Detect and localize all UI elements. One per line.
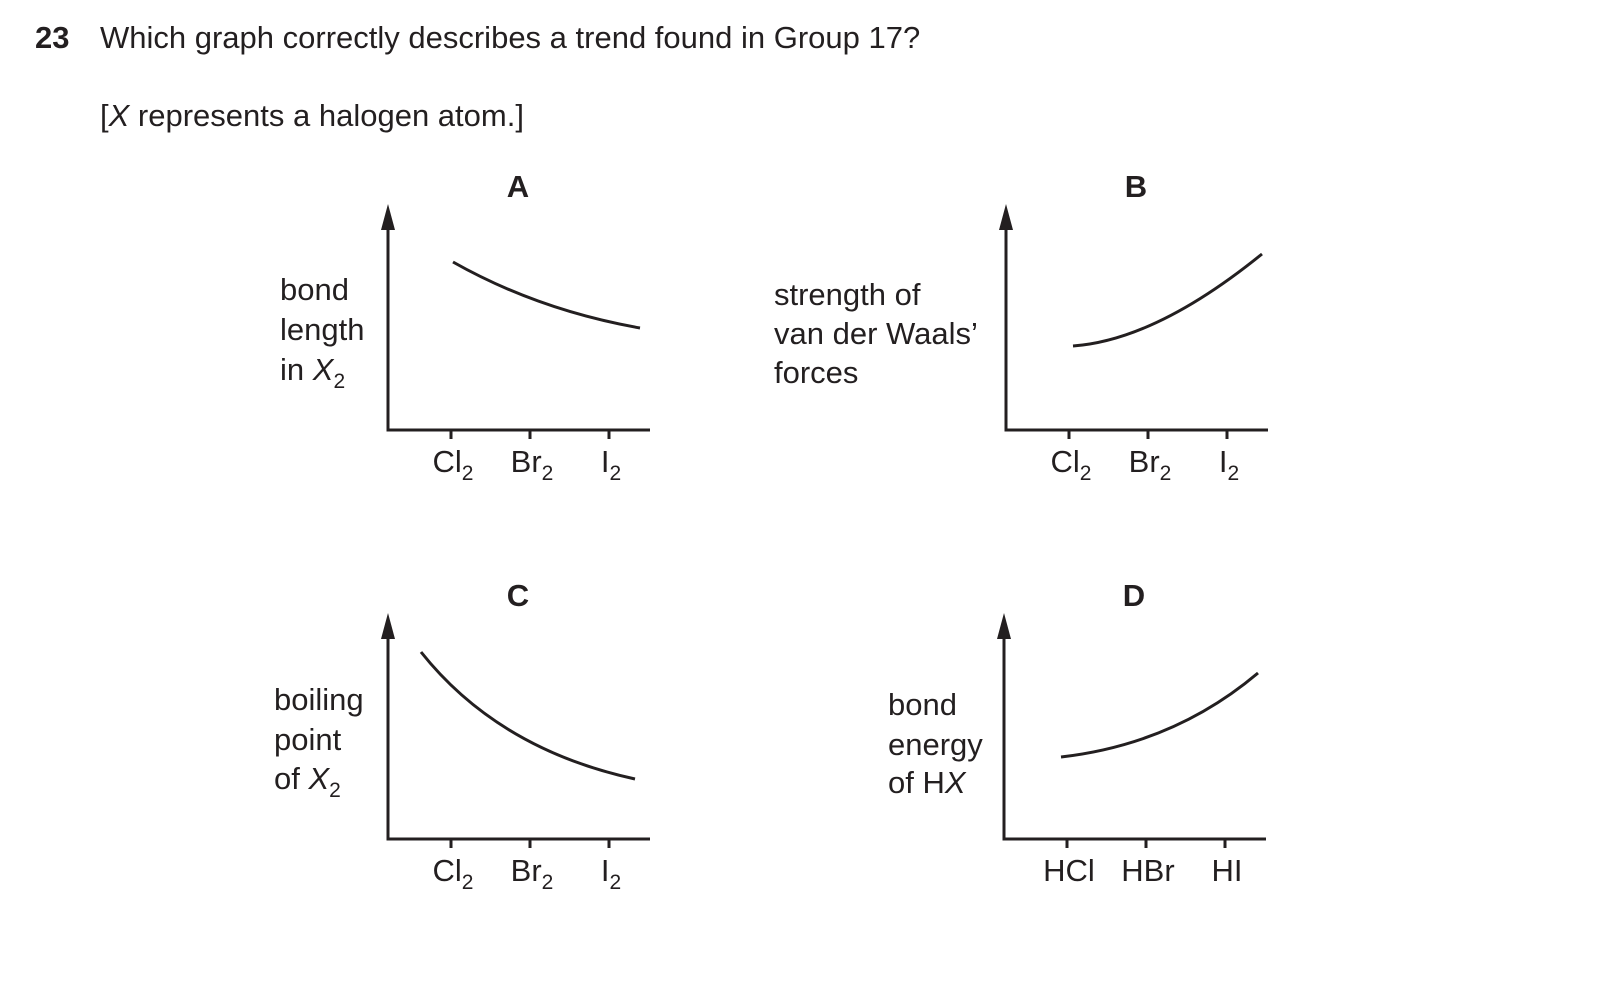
note-symbol: X (108, 98, 131, 133)
x-label-sub: 2 (1160, 462, 1172, 485)
x-label-text: Cl (1051, 444, 1080, 479)
y-label: point (274, 722, 342, 757)
y-label-text: bond (888, 687, 957, 722)
y-label-text: boiling (274, 682, 364, 717)
x-label-text: Br (1129, 444, 1160, 479)
x-label-sub: 2 (462, 462, 474, 485)
x-label: Br2 (1129, 444, 1172, 485)
graph-letter: C (507, 578, 529, 613)
trend-curve (1072, 252, 1263, 348)
y-label-text: point (274, 722, 342, 757)
y-label-text: of H (888, 765, 945, 800)
y-label-text: forces (774, 355, 858, 390)
y-label-text: of (274, 761, 308, 796)
x-label-text: I (1219, 444, 1228, 479)
y-label: bond (888, 687, 957, 722)
y-label: boiling (274, 682, 364, 717)
y-label-symbol: X (307, 761, 330, 796)
graph: D HCl HBr HI (997, 578, 1266, 888)
x-label: HI (1212, 853, 1243, 888)
axis-arrow (997, 613, 1011, 639)
y-label-text: bond (280, 272, 349, 307)
x-label-sub: 2 (542, 871, 554, 894)
x-label: HBr (1121, 853, 1174, 888)
x-label-text: I (601, 853, 610, 888)
y-label-text: energy (888, 727, 983, 762)
y-label-text: length (280, 312, 364, 347)
x-label-sub: 2 (1227, 462, 1239, 485)
y-label: length (280, 312, 364, 347)
axes (1002, 631, 1266, 841)
question-number: 23 (35, 20, 69, 55)
x-label: I2 (1219, 444, 1239, 485)
axis-arrow (381, 204, 395, 230)
y-label-sub: 2 (329, 779, 341, 802)
axis-arrow (381, 613, 395, 639)
x-label-sub: 2 (609, 871, 621, 894)
graph-letter: A (507, 169, 529, 204)
x-label: Cl2 (433, 444, 474, 485)
x-label: HCl (1043, 853, 1095, 888)
trend-curve (452, 260, 641, 330)
trend-curve (1060, 671, 1259, 759)
note-rest: represents a halogen atom.] (129, 98, 524, 133)
note-open: [ (100, 98, 109, 133)
x-label-sub: 2 (1080, 462, 1092, 485)
question-text: Which graph correctly describes a trend … (100, 20, 920, 55)
x-label-text: I (601, 444, 610, 479)
axes (1004, 222, 1268, 432)
y-label: strength of (774, 277, 921, 312)
y-label: forces (774, 355, 858, 390)
x-label-sub: 2 (462, 871, 474, 894)
y-label: of HX (888, 765, 967, 800)
y-label-symbol: X (312, 352, 335, 387)
x-label: Br2 (511, 853, 554, 894)
y-label-text: strength of (774, 277, 921, 312)
trend-curve (419, 651, 636, 781)
y-label: in X2 (280, 352, 345, 393)
y-label: bond (280, 272, 349, 307)
x-label: Br2 (511, 444, 554, 485)
x-label: I2 (601, 853, 621, 894)
x-label-text: HI (1212, 853, 1243, 888)
y-label: van der Waals’ (774, 316, 978, 351)
x-label-sub: 2 (609, 462, 621, 485)
x-label-text: Cl (433, 444, 462, 479)
y-label: energy (888, 727, 983, 762)
y-label-text: in (280, 352, 313, 387)
x-label: Cl2 (1051, 444, 1092, 485)
axis-arrow (999, 204, 1013, 230)
x-label-text: Cl (433, 853, 462, 888)
x-label-text: HBr (1121, 853, 1174, 888)
y-label-text: van der Waals’ (774, 316, 978, 351)
y-label-symbol: X (944, 765, 967, 800)
y-label: of X2 (274, 761, 341, 802)
y-label-sub: 2 (333, 370, 345, 393)
x-label-sub: 2 (542, 462, 554, 485)
axes (386, 631, 650, 841)
graph-letter: D (1123, 578, 1145, 613)
x-label: Cl2 (433, 853, 474, 894)
question-note: [X represents a halogen atom.] (100, 98, 524, 133)
graph-letter: B (1125, 169, 1147, 204)
x-label-text: HCl (1043, 853, 1095, 888)
x-label-text: Br (511, 853, 542, 888)
x-label: I2 (601, 444, 621, 485)
x-label-text: Br (511, 444, 542, 479)
axes (386, 222, 650, 432)
